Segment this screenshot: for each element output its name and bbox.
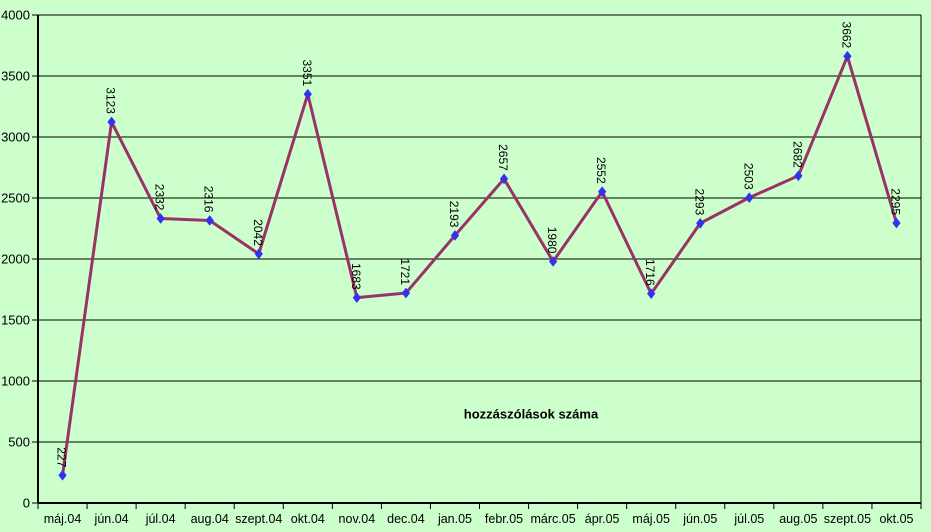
data-point-marker [303,88,312,100]
data-point-marker [401,287,411,299]
series-line [61,54,898,477]
data-label: 2552 [594,157,608,184]
x-tick-label: márc.05 [531,512,576,526]
data-point-marker [745,192,754,203]
data-point-marker [205,215,214,226]
x-tick-label: júl.04 [145,512,176,526]
x-tick-label: szept.04 [235,512,282,526]
x-tick-label: nov.04 [339,512,376,526]
data-point-marker [352,292,361,303]
data-point-marker [892,217,901,229]
data-label: 3662 [839,22,853,49]
x-tick-label: aug.04 [191,512,229,526]
x-tick-label: jún.04 [94,512,129,526]
y-tick-label: 500 [8,435,30,450]
x-tick-label: okt.05 [879,512,913,526]
data-label: 227 [55,447,69,467]
y-tick-label: 1500 [1,313,30,328]
x-tick-label: okt.04 [291,512,325,526]
x-tick-label: jún.05 [682,512,717,526]
data-label: 2316 [202,186,216,213]
data-label: 2295 [888,188,902,215]
y-tick-label: 1000 [1,374,30,389]
data-label: 1721 [398,258,412,285]
data-label: 1716 [643,259,657,286]
data-label: 2293 [692,189,706,216]
data-label: 2332 [153,184,167,211]
x-tick-label: máj.04 [44,512,82,526]
data-point-marker [647,288,656,299]
data-label: 2503 [741,163,755,190]
data-point-marker [843,50,852,62]
data-point-marker [794,170,803,182]
y-tick-label: 4000 [1,8,30,23]
data-point-marker [254,248,263,260]
x-tick-label: aug.05 [779,512,817,526]
data-label: 3351 [300,59,314,86]
data-label: 1683 [349,263,363,290]
data-label: 2042 [251,219,265,246]
data-point-marker [107,116,116,128]
x-tick-label: szept.05 [824,512,871,526]
data-label: 1980 [545,227,559,254]
data-point-marker [450,230,460,241]
x-tick-label: jan.05 [437,512,472,526]
x-tick-label: júl.05 [733,512,764,526]
y-tick-label: 0 [23,496,30,511]
data-point-marker [548,256,558,267]
x-tick-label: febr.05 [485,512,523,526]
data-point-marker [58,469,67,481]
series-title: hozzászólások száma [463,406,599,422]
data-label: 2193 [447,201,461,228]
x-tick-label: dec.04 [387,512,425,526]
data-label: 3123 [104,87,118,114]
x-tick-label: máj.05 [632,512,670,526]
y-tick-label: 2000 [1,252,30,267]
y-tick-label: 3000 [1,130,30,145]
data-label: 2682 [790,141,804,168]
data-point-marker [156,213,165,224]
data-point-marker [499,173,509,185]
data-point-marker [598,186,607,197]
y-tick-label: 2500 [1,191,30,206]
data-label: 2657 [496,144,510,171]
x-tick-label: ápr.05 [585,512,620,526]
data-point-marker [696,217,705,229]
y-tick-label: 3500 [1,69,30,84]
